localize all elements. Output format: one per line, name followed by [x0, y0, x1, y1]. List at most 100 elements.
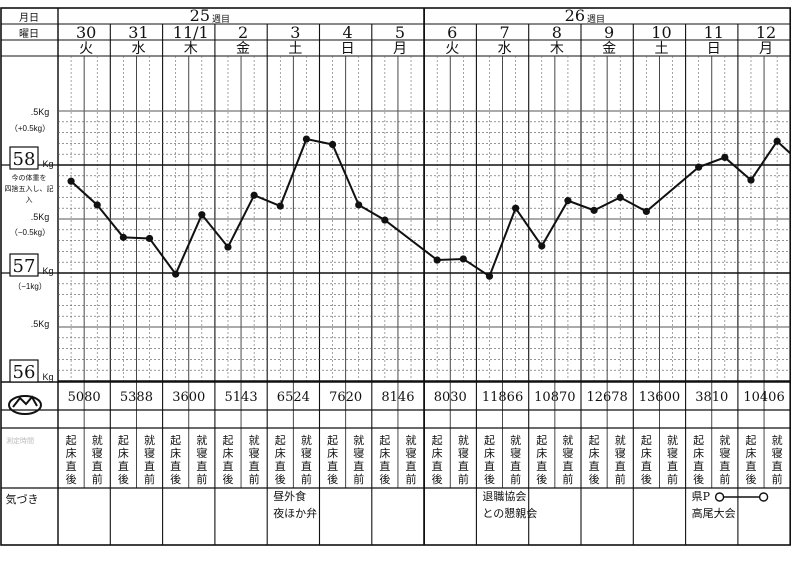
night-time-char: 前: [406, 472, 417, 486]
night-time-char: 就: [510, 433, 521, 447]
weight-point: [381, 216, 389, 224]
morning-time-char: 直: [432, 459, 443, 473]
morning-time-char: 後: [589, 472, 600, 486]
note-text: との懇親会: [482, 506, 537, 520]
note-round-line2: 四捨五入し、記: [5, 184, 54, 193]
morning-time-char: 床: [222, 446, 233, 460]
morning-time-char: 後: [379, 472, 390, 486]
night-time-char: 直: [144, 459, 155, 473]
night-time-char: 寝: [510, 446, 521, 460]
day-weekday: 水: [498, 41, 512, 57]
morning-time-char: 床: [432, 446, 443, 460]
weight-point: [172, 270, 180, 278]
morning-time-char: 後: [745, 472, 756, 486]
morning-time-char: 直: [484, 459, 495, 473]
week-label: 週目: [212, 14, 230, 24]
morning-time-char: 後: [536, 472, 547, 486]
morning-time-char: 起: [170, 434, 181, 447]
morning-time-char: 床: [118, 446, 129, 460]
night-time-char: 直: [301, 459, 312, 473]
night-time-char: 寝: [562, 446, 573, 460]
night-time-char: 就: [249, 433, 260, 447]
night-time-char: 寝: [92, 446, 103, 460]
kg56-box: [9, 359, 39, 383]
day-date: 7: [499, 23, 509, 42]
morning-time-char: 後: [432, 472, 443, 486]
morning-time-char: 床: [379, 446, 390, 460]
morning-time-char: 直: [66, 459, 77, 473]
label-minus-half-kg: （−0.5kg）: [10, 228, 50, 237]
morning-time-char: 起: [432, 434, 443, 447]
night-time-char: 前: [249, 472, 260, 486]
morning-time-char: 起: [536, 434, 547, 447]
weight-point: [616, 193, 624, 201]
weight-point: [773, 137, 781, 145]
morning-time-char: 起: [379, 434, 390, 447]
morning-time-char: 床: [170, 446, 181, 460]
night-time-char: 就: [772, 433, 783, 447]
morning-time-char: 後: [118, 472, 129, 486]
morning-time-char: 床: [275, 446, 286, 460]
night-time-char: 就: [92, 433, 103, 447]
morning-time-char: 床: [66, 446, 77, 460]
morning-time-char: 直: [745, 459, 756, 473]
weight-point: [642, 207, 650, 216]
steps-value: 12678: [586, 390, 627, 405]
steps-value: 3810: [695, 390, 728, 405]
steps-value: 10406: [743, 390, 784, 405]
morning-time-char: 起: [693, 434, 704, 447]
night-time-char: 前: [144, 472, 155, 486]
note-text: 昼外食: [273, 489, 306, 503]
weight-point: [93, 201, 101, 209]
morning-time-char: 起: [745, 434, 756, 447]
weight-point: [224, 243, 232, 251]
night-time-char: 前: [510, 472, 521, 486]
day-weekday: 木: [184, 41, 198, 57]
day-date: 5: [395, 23, 405, 42]
weight-point: [590, 206, 598, 214]
night-time-char: 前: [719, 472, 730, 486]
night-time-char: 寝: [772, 446, 783, 460]
weight-point: [721, 153, 729, 162]
pedometer-icon: [8, 395, 42, 415]
night-time-char: 就: [719, 433, 730, 447]
night-time-char: 寝: [196, 446, 207, 460]
kg56-value: 56: [13, 362, 36, 383]
kg58-unit: Kg: [42, 159, 53, 169]
weight-point: [250, 191, 258, 199]
day-weekday: 日: [341, 41, 355, 57]
label-plus-half-kg: （+0.5kg）: [10, 124, 50, 133]
week-number: 26: [565, 6, 585, 25]
weight-point: [695, 163, 703, 171]
note-mark-circle-2: [758, 492, 769, 502]
night-time-char: 直: [406, 459, 417, 473]
night-time-char: 直: [615, 459, 626, 473]
morning-time-char: 起: [118, 434, 129, 447]
night-time-char: 就: [196, 433, 207, 447]
day-date: 9: [604, 23, 614, 42]
night-time-char: 就: [667, 433, 678, 447]
night-time-char: 前: [301, 472, 312, 486]
night-time-char: 寝: [249, 446, 260, 460]
weight-point: [538, 242, 546, 250]
morning-time-char: 直: [536, 459, 547, 473]
morning-time-char: 直: [693, 459, 704, 473]
morning-time-char: 起: [484, 434, 495, 447]
night-time-char: 直: [353, 459, 364, 473]
week-label: 週目: [587, 14, 605, 24]
kg57-value: 57: [13, 256, 36, 277]
morning-time-char: 直: [170, 459, 181, 473]
night-time-char: 直: [92, 459, 103, 473]
morning-time-char: 直: [118, 459, 129, 473]
morning-time-char: 起: [222, 434, 233, 447]
steps-value: 8030: [434, 390, 467, 405]
steps-value: 11866: [482, 390, 523, 405]
day-date: 30: [76, 23, 96, 42]
kg57-unit: Kg: [42, 266, 53, 276]
day-date: 11/1: [173, 23, 209, 42]
weight-point: [433, 256, 441, 264]
pedometer-icon-mark: [12, 395, 38, 408]
night-time-char: 直: [196, 459, 207, 473]
